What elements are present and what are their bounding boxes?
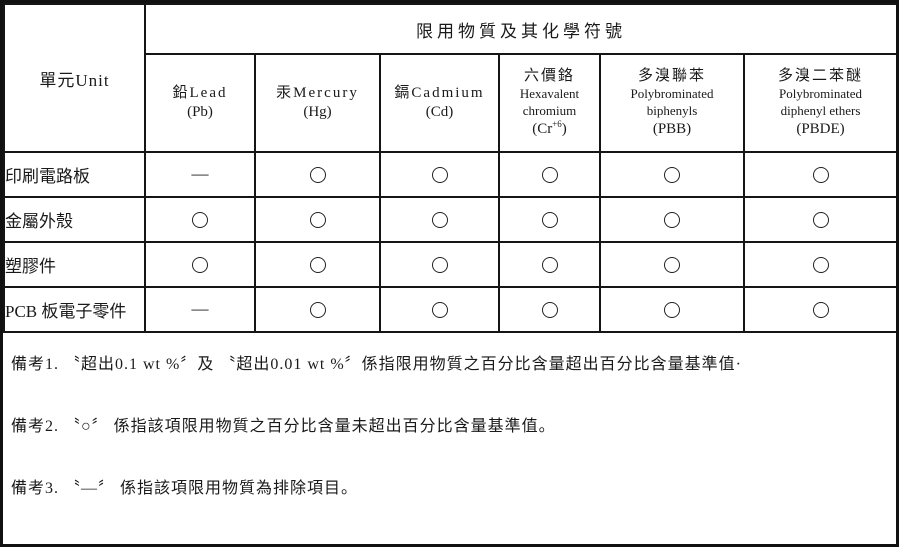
substance-value-cell [379,196,500,243]
table-row: 塑膠件 [3,241,896,288]
substance-value-cell: — [144,286,256,333]
circle-mark [812,301,829,318]
header-line: 鉛Lead [172,84,228,101]
header-line: 鎘Cadmium [394,84,485,101]
header-line: 多溴聯苯 [637,67,706,84]
dash-mark: — [191,299,209,318]
substance-value-cell [599,241,745,288]
substance-value-cell [599,151,745,198]
circle-mark [309,301,326,318]
circle-mark [541,211,558,228]
substance-value-cell [599,286,745,333]
table-row: PCB 板電子零件 — [3,286,896,333]
substance-value-cell [742,151,896,198]
substance-value-cell [144,196,256,243]
circle-mark [541,256,558,273]
substance-value-cell [254,196,381,243]
header-line: Polybrominated [630,86,714,102]
circle-mark [812,256,829,273]
circle-mark [192,256,208,273]
substance-table-body: 印刷電路板 — 金屬外殼 塑膠件 PCB 板電子零件 — [3,151,896,333]
unit-label-cell: 印刷電路板 [3,151,146,198]
circle-mark [431,166,448,183]
circle-mark [541,301,558,318]
substance-column-header-row: 鉛Lead (Pb) 汞Mercury (Hg) 鎘Cadmium (Cd) 六價鉻 Hexa… [4,53,896,153]
substance-value-cell [498,241,601,288]
substance-column-header: 汞Mercury (Hg) [254,53,381,153]
circle-mark [812,211,829,228]
circle-mark [664,301,680,318]
substance-value-cell [498,286,601,333]
restricted-substances-group-header: 限用物質及其化學符號 [143,3,896,55]
substance-value-cell [254,241,381,288]
note-line: 備考3. 〝—〞 係指該項限用物質為排除項目。 [11,480,359,498]
circle-mark [431,301,448,318]
chemical-symbol-line: (Cr+6) [532,118,567,137]
circle-mark [541,166,558,183]
header-line: 多溴二苯醚 [778,67,864,84]
circle-mark [664,256,680,273]
substance-value-cell [742,241,896,288]
unit-label-cell: 塑膠件 [3,241,146,288]
note-line: 備考2. 〝○〞 係指該項限用物質之百分比含量未超出百分比含量基準值。 [11,418,556,436]
unit-label-cell: 金屬外殼 [3,196,146,243]
substance-value-cell [379,286,500,333]
substance-column-header: 多溴聯苯 Polybrominated biphenyls (PBB) [599,53,745,153]
header-line: (Pb) [187,104,213,120]
note-line: 備考1. 〝超出0.1 wt %〞及 〝超出0.01 wt %〞係指限用物質之百… [11,356,742,373]
circle-mark [664,166,680,183]
header-line: Hexavalent [519,86,580,102]
rohs-table: 單元Unit 限用物質及其化學符號 鉛Lead (Pb) 汞Mercury (Hg) 鎘… [3,3,896,333]
substance-value-cell [379,241,500,288]
circle-mark [431,211,448,228]
substance-value-cell [498,196,601,243]
circle-mark [309,256,326,273]
circle-mark [309,166,326,183]
circle-mark [812,166,829,183]
substance-column-header: 多溴二苯醚 Polybrominated diphenyl ethers (PBDE) [742,53,896,153]
header-line: 汞Mercury [276,84,359,101]
substance-value-cell [599,196,745,243]
header-line: biphenyls [646,103,698,118]
circle-mark [309,211,326,228]
unit-label-cell: PCB 板電子零件 [3,286,146,333]
header-line: (Cd) [425,104,454,120]
dash-mark: — [191,164,209,183]
header-line: (PBDE) [796,120,845,137]
substance-value-cell [144,241,256,288]
substance-value-cell: — [144,151,256,198]
header-line: (Hg) [303,104,332,120]
table-row: 印刷電路板 — [3,151,896,198]
circle-mark [431,256,448,273]
circle-mark [664,211,680,228]
header-line: diphenyl ethers [780,103,861,118]
header-line: Polybrominated [778,86,863,102]
substance-value-cell [254,151,381,198]
header-line: 六價鉻 [523,67,575,84]
table-row: 金屬外殼 [3,196,896,243]
header-line: (PBB) [652,120,692,137]
substance-value-cell [742,286,896,333]
substance-value-cell [379,151,500,198]
substance-value-cell [742,196,896,243]
unit-header-cell: 單元Unit [3,3,146,153]
substance-value-cell [498,151,601,198]
header-line: chromium [522,103,577,118]
notes-section: 備考1. 〝超出0.1 wt %〞及 〝超出0.01 wt %〞係指限用物質之百… [3,333,896,499]
substance-column-header: 鉛Lead (Pb) [144,53,256,153]
substance-column-header: 六價鉻 Hexavalent chromium (Cr+6) [498,53,601,153]
substance-column-header: 鎘Cadmium (Cd) [379,53,500,153]
circle-mark [192,211,208,228]
substance-value-cell [254,286,381,333]
